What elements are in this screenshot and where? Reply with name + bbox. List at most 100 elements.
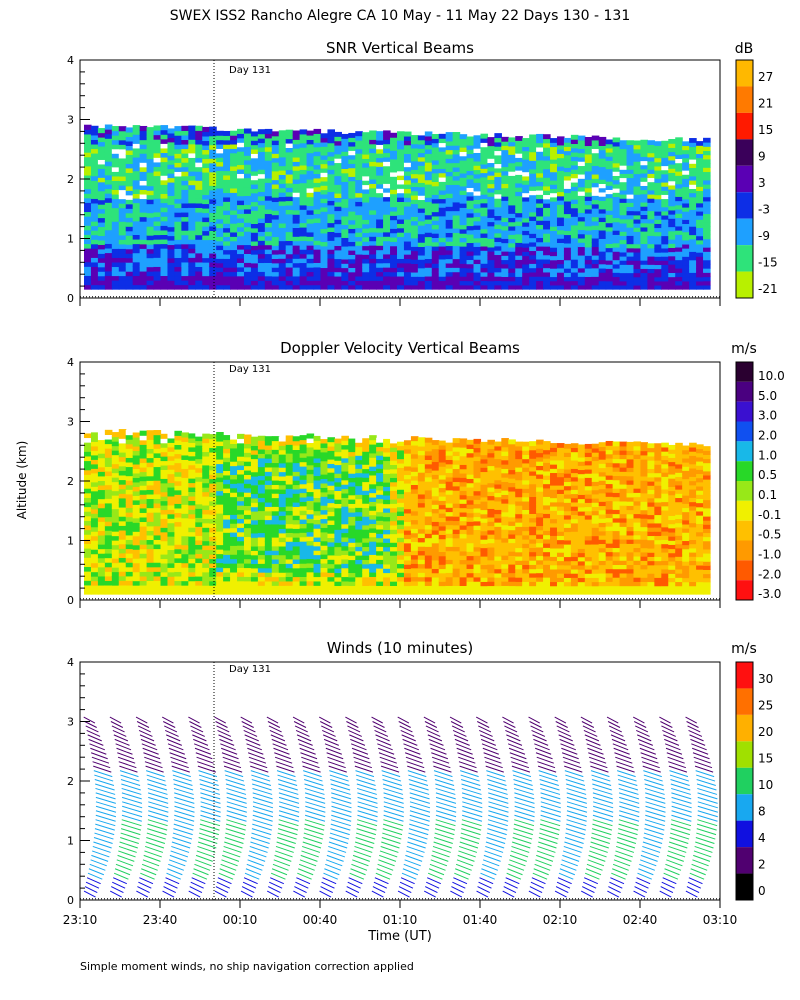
- heatmap-cell: [132, 220, 141, 226]
- heatmap-cell: [278, 218, 287, 224]
- heatmap-cell: [153, 584, 162, 591]
- heatmap-cell: [243, 509, 252, 515]
- heatmap-cell: [480, 194, 489, 200]
- heatmap-cell: [390, 511, 398, 517]
- heatmap-cell: [250, 148, 259, 154]
- heatmap-cell: [250, 140, 259, 146]
- heatmap-cell: [605, 201, 614, 207]
- heatmap-cell: [278, 178, 287, 184]
- heatmap-cell: [188, 139, 196, 145]
- heatmap-cell: [188, 558, 196, 564]
- heatmap-cell: [619, 218, 628, 224]
- heatmap-cell: [362, 446, 370, 452]
- heatmap-cell: [403, 589, 412, 595]
- heatmap-cell: [536, 245, 544, 251]
- heatmap-cell: [334, 162, 342, 168]
- heatmap-cell: [598, 217, 607, 223]
- heatmap-cell: [271, 240, 280, 246]
- heatmap-cell: [174, 266, 182, 272]
- heatmap-cell: [431, 168, 440, 174]
- heatmap-cell: [223, 148, 231, 154]
- heatmap-cell: [299, 461, 308, 467]
- heatmap-cell: [153, 180, 162, 186]
- heatmap-cell: [118, 243, 127, 249]
- heatmap-cell: [132, 248, 141, 254]
- heatmap-cell: [501, 212, 509, 218]
- heatmap-cell: [250, 223, 259, 229]
- heatmap-cell: [543, 267, 551, 273]
- heatmap-cell: [160, 175, 169, 181]
- heatmap-cell: [132, 495, 141, 501]
- heatmap-cell: [306, 201, 315, 207]
- heatmap-cell: [556, 280, 565, 286]
- heatmap-cell: [417, 156, 426, 162]
- heatmap-cell: [174, 562, 182, 568]
- heatmap-cell: [209, 180, 217, 186]
- heatmap-cell: [84, 460, 92, 466]
- heatmap-cell: [341, 280, 349, 286]
- heatmap-cell: [703, 175, 711, 181]
- heatmap-cell: [188, 518, 196, 524]
- heatmap-cell: [306, 214, 315, 220]
- heatmap-cell: [341, 254, 349, 260]
- heatmap-cell: [306, 491, 315, 497]
- heatmap-cell: [195, 134, 203, 140]
- heatmap-cell: [445, 254, 454, 260]
- heatmap-cell: [84, 575, 92, 581]
- heatmap-cell: [522, 192, 530, 198]
- heatmap-cell: [313, 226, 322, 232]
- heatmap-cell: [306, 531, 315, 537]
- heatmap-cell: [243, 173, 252, 179]
- heatmap-cell: [397, 502, 405, 508]
- heatmap-cell: [237, 536, 245, 542]
- heatmap-cell: [174, 530, 182, 536]
- heatmap-cell: [661, 144, 669, 150]
- heatmap-cell: [216, 280, 224, 286]
- heatmap-cell: [563, 259, 572, 265]
- heatmap-cell: [104, 142, 113, 148]
- heatmap-cell: [452, 153, 461, 159]
- heatmap-cell: [285, 249, 294, 255]
- heatmap-cell: [181, 284, 189, 290]
- heatmap-cell: [90, 567, 99, 573]
- heatmap-cell: [216, 152, 224, 158]
- heatmap-cell: [640, 260, 648, 265]
- heatmap-cell: [90, 148, 99, 154]
- heatmap-cell: [563, 188, 572, 194]
- heatmap-cell: [209, 438, 217, 444]
- heatmap-cell: [257, 133, 266, 139]
- heatmap-cell: [285, 253, 294, 259]
- heatmap-cell: [647, 264, 655, 270]
- heatmap-cell: [570, 160, 579, 166]
- colorbar-label: 15: [758, 123, 773, 137]
- heatmap-cell: [209, 239, 217, 245]
- heatmap-cell: [605, 210, 614, 215]
- heatmap-cell: [543, 203, 551, 208]
- heatmap-cell: [223, 284, 231, 290]
- heatmap-cell: [668, 209, 676, 215]
- heatmap-cell: [334, 166, 342, 172]
- heatmap-cell: [90, 280, 99, 286]
- heatmap-cell: [459, 134, 468, 140]
- heatmap-cell: [216, 201, 224, 207]
- heatmap-cell: [397, 188, 405, 194]
- heatmap-cell: [195, 180, 203, 186]
- heatmap-cell: [696, 186, 704, 192]
- heatmap-cell: [313, 128, 322, 134]
- heatmap-cell: [529, 233, 537, 239]
- heatmap-cell: [403, 219, 412, 225]
- heatmap-cell: [355, 131, 363, 137]
- heatmap-cell: [271, 280, 280, 286]
- heatmap-cell: [118, 488, 127, 494]
- heatmap-cell: [188, 451, 196, 457]
- heatmap-cell: [355, 459, 363, 465]
- heatmap-cell: [160, 513, 169, 519]
- heatmap-cell: [584, 242, 593, 248]
- heatmap-cell: [424, 219, 433, 225]
- heatmap-cell: [605, 160, 614, 166]
- heatmap-cell: [605, 264, 614, 269]
- heatmap-cell: [90, 544, 99, 550]
- heatmap-cell: [104, 147, 113, 153]
- heatmap-cell: [216, 463, 224, 469]
- heatmap-cell: [598, 196, 607, 201]
